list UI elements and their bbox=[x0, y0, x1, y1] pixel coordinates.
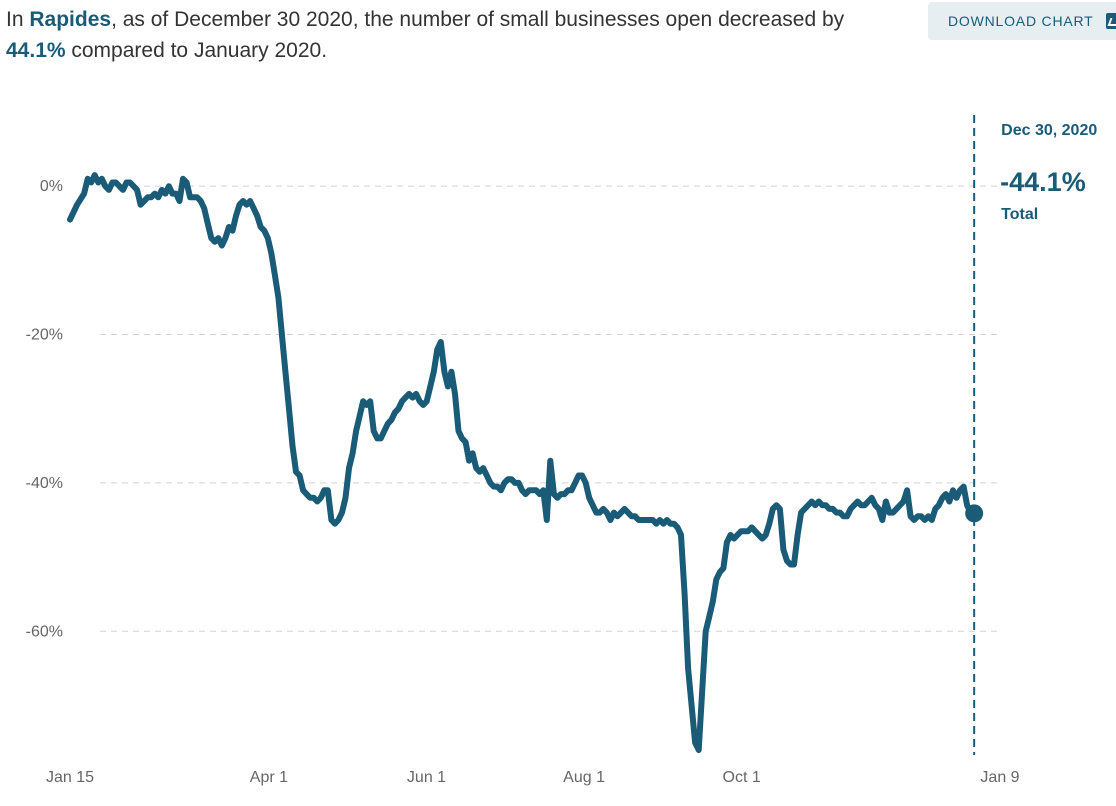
y-tick-label: -60% bbox=[26, 623, 63, 640]
headline-prefix: In bbox=[6, 8, 30, 31]
chart-image-icon bbox=[1105, 13, 1116, 29]
callout-value: -44.1% bbox=[1000, 167, 1086, 197]
callout-series-label: Total bbox=[1001, 206, 1038, 223]
chart-headline: In Rapides, as of December 30 2020, the … bbox=[6, 4, 886, 66]
x-tick-label: Oct 1 bbox=[723, 769, 761, 786]
headline-value: 44.1% bbox=[6, 39, 66, 62]
headline-middle: , as of December 30 2020, the number of … bbox=[111, 8, 845, 31]
y-tick-label: 0% bbox=[40, 178, 63, 195]
download-chart-label: DOWNLOAD CHART bbox=[948, 13, 1094, 29]
headline-suffix: compared to January 2020. bbox=[65, 39, 328, 62]
y-axis-ticks: 0% -20% -40% -60% bbox=[26, 178, 63, 640]
x-tick-label: Apr 1 bbox=[250, 769, 288, 786]
x-tick-label: Jan 15 bbox=[46, 769, 94, 786]
x-tick-label: Jan 9 bbox=[980, 769, 1019, 786]
download-chart-button[interactable]: DOWNLOAD CHART bbox=[928, 2, 1116, 40]
gridlines bbox=[100, 185, 1000, 632]
y-tick-label: -40% bbox=[26, 475, 63, 492]
y-tick-label: -20% bbox=[26, 327, 63, 344]
headline-place: Rapides bbox=[29, 8, 112, 31]
series-line-total bbox=[67, 172, 978, 753]
x-axis-ticks: Jan 15 Apr 1 Jun 1 Aug 1 Oct 1 Jan 9 bbox=[46, 769, 1020, 786]
callout-date: Dec 30, 2020 bbox=[1001, 122, 1097, 139]
x-tick-label: Aug 1 bbox=[563, 769, 605, 786]
x-tick-label: Jun 1 bbox=[407, 769, 446, 786]
series-end-point[interactable] bbox=[965, 504, 984, 523]
